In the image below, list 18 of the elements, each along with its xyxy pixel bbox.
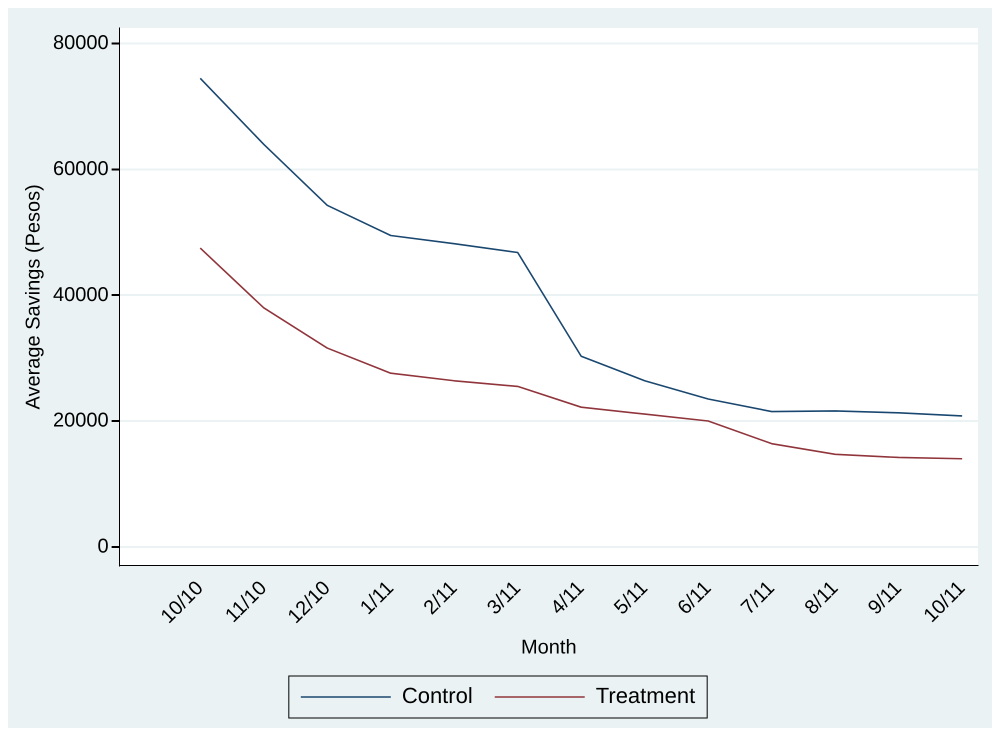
x-tick-label: 4/11 xyxy=(546,577,589,620)
x-tick-label: 2/11 xyxy=(420,577,462,620)
legend-label: Control xyxy=(402,683,473,708)
x-axis-title: Month xyxy=(521,636,577,659)
x-tick-label: 5/11 xyxy=(610,577,652,620)
x-tick-label: 7/11 xyxy=(737,577,780,620)
y-tick-label: 80000 xyxy=(52,32,109,54)
x-tick-label: 6/11 xyxy=(674,577,716,620)
x-tick-label: 3/11 xyxy=(483,577,526,620)
legend-label: Treatment xyxy=(596,683,696,708)
x-tick-label: 1/11 xyxy=(356,577,398,620)
x-tick-label: 9/11 xyxy=(864,577,906,620)
y-axis-title: Average Savings (Pesos) xyxy=(22,184,45,410)
x-tick-label: 8/11 xyxy=(800,577,843,620)
y-tick-label: 0 xyxy=(97,535,109,558)
y-tick-label: 60000 xyxy=(52,158,109,180)
y-tick-label: 20000 xyxy=(52,410,109,432)
y-tick-label: 40000 xyxy=(52,284,109,306)
